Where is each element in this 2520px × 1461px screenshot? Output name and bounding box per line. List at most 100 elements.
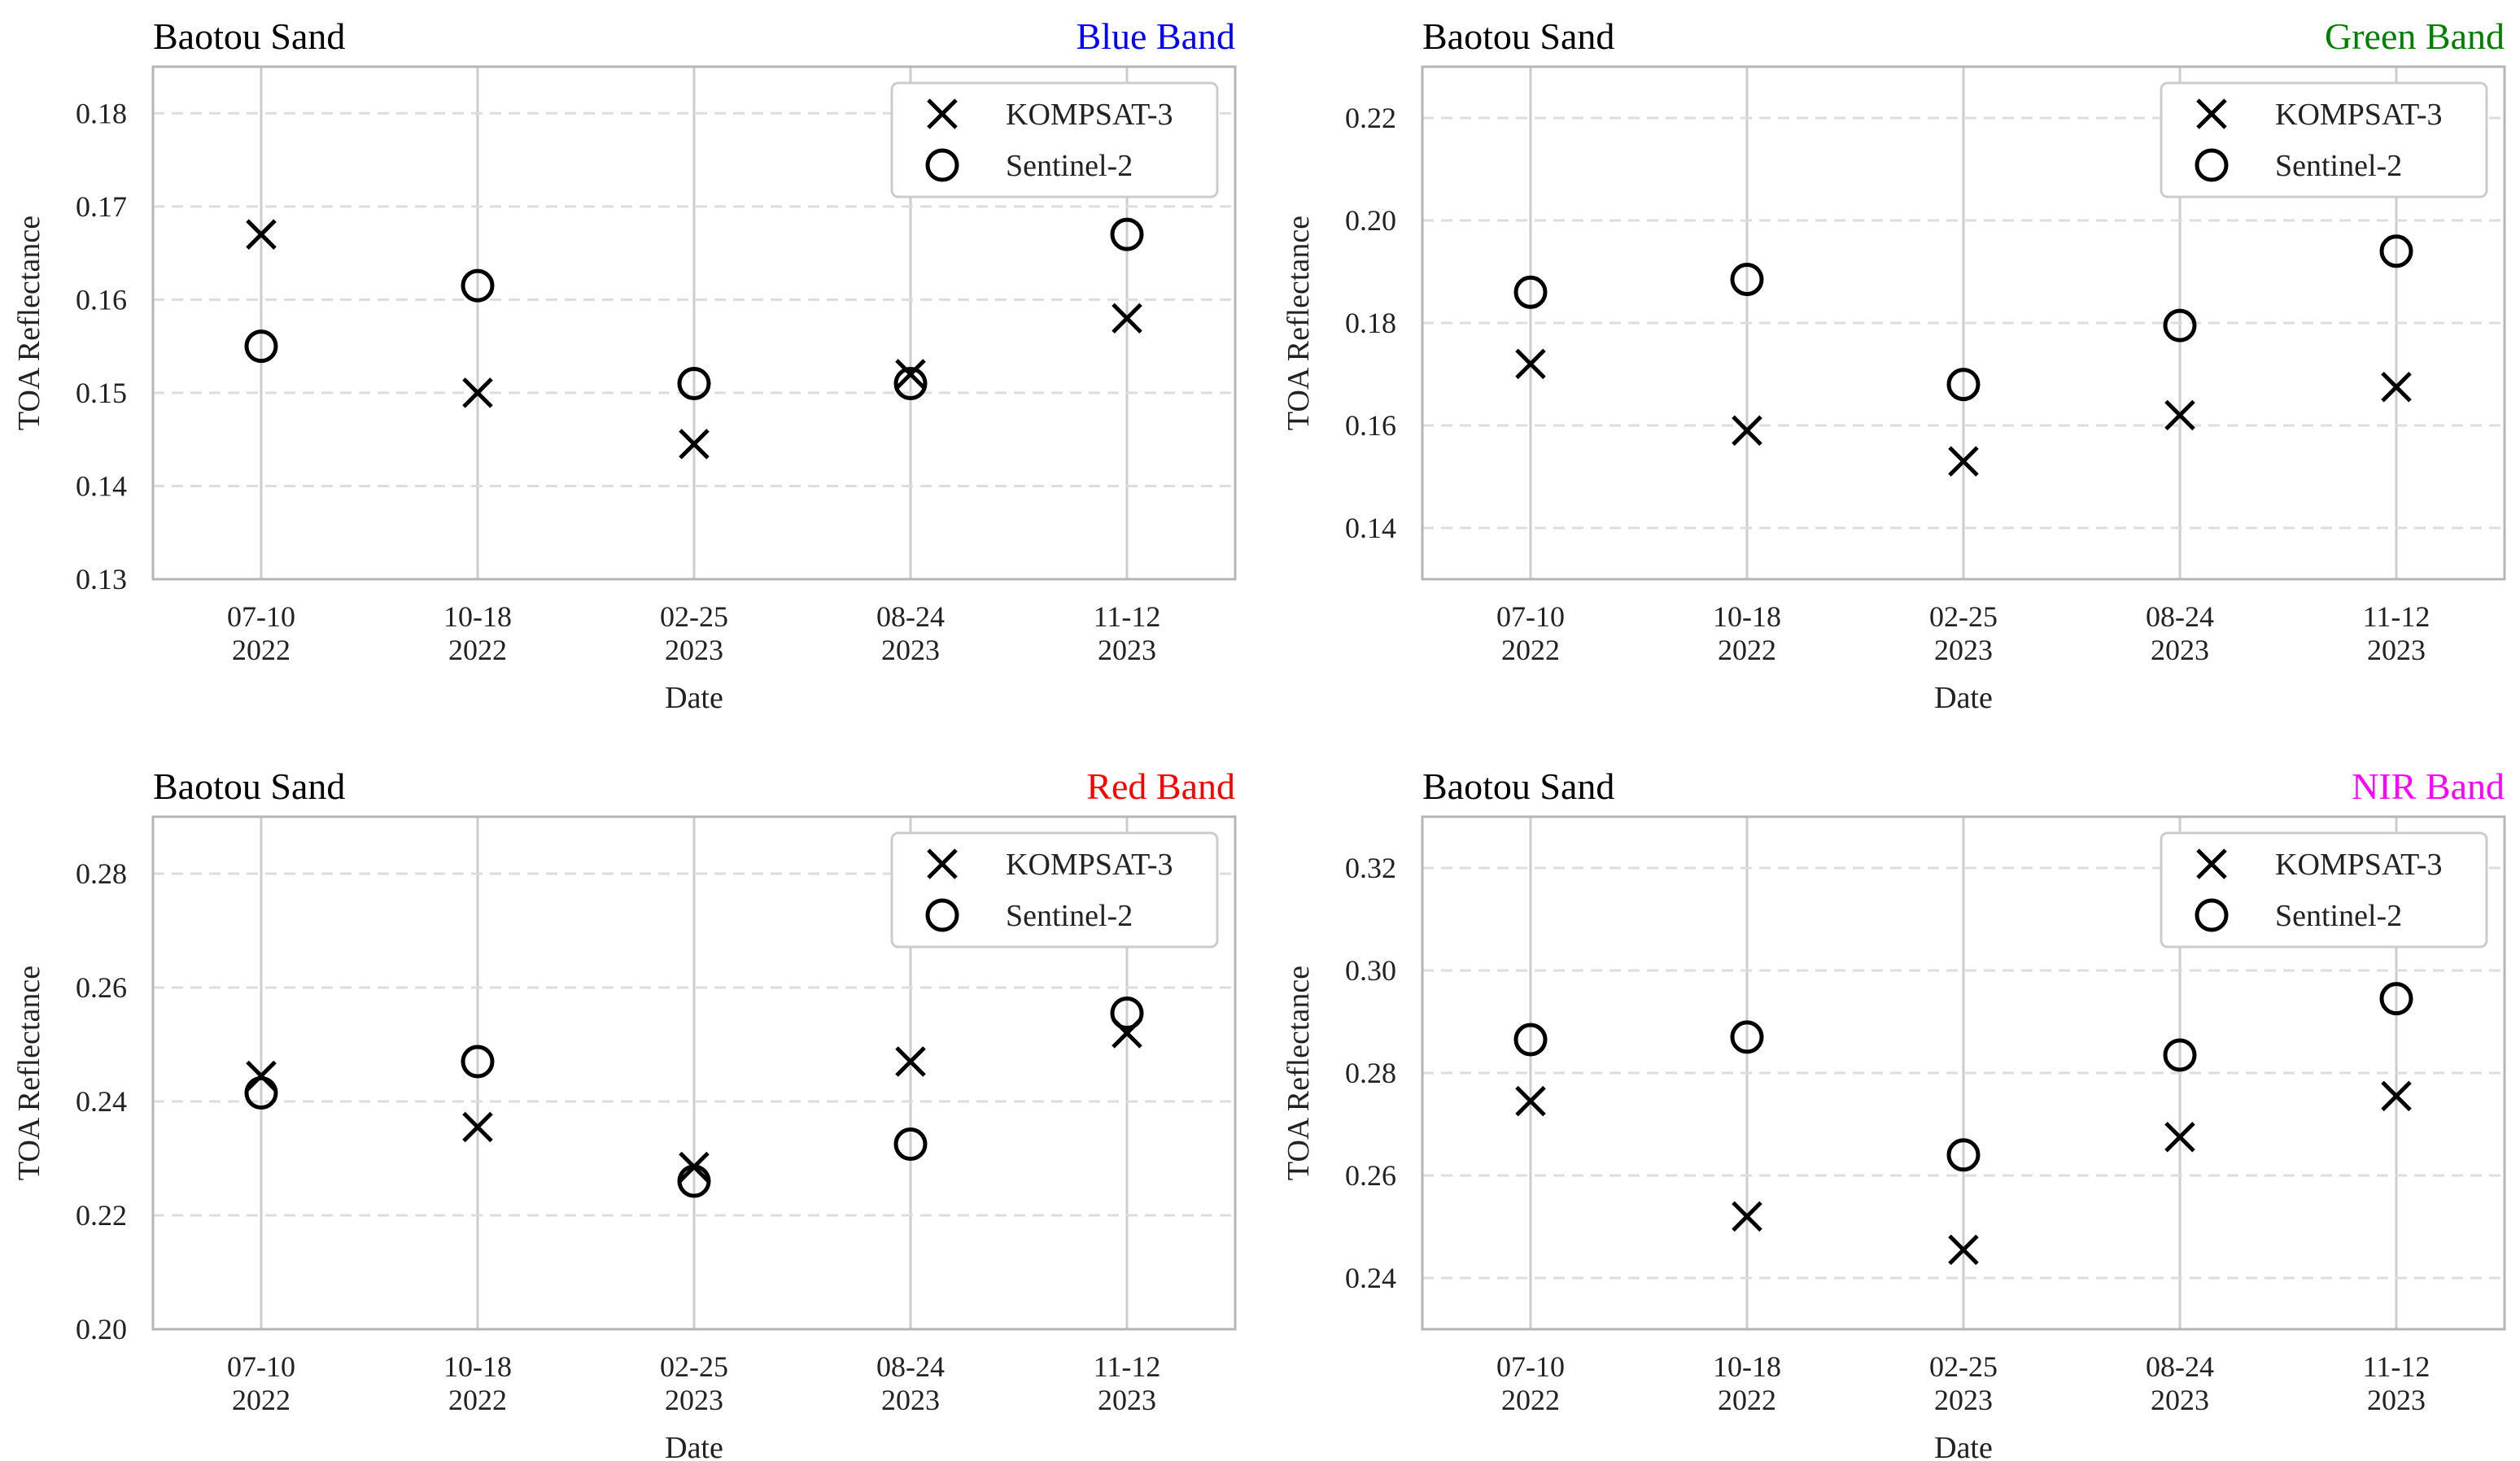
x-tick-year: 2023 <box>2367 1384 2426 1416</box>
x-tick-year: 2022 <box>1718 1384 1776 1416</box>
x-axis-label: Date <box>1934 1431 1993 1461</box>
x-tick-label: 10-18 2022 <box>443 1350 512 1416</box>
x-tick-label: 02-25 2023 <box>660 1350 728 1416</box>
chart-band-title: NIR Band <box>2352 765 2505 807</box>
x-axis-label: Date <box>665 1431 723 1461</box>
x-tick-label: 02-25 2023 <box>1929 1350 1998 1416</box>
y-tick-label: 0.28 <box>1345 1057 1396 1089</box>
x-tick-date: 11-12 <box>1094 600 1161 633</box>
x-tick-year: 2022 <box>1501 634 1560 666</box>
x-tick-label: 11-12 2023 <box>1094 1350 1161 1416</box>
y-axis-label: TOA Reflectance <box>1282 966 1316 1180</box>
y-axis-label: TOA Reflectance <box>12 216 46 430</box>
data-point-kompsat3 <box>1948 446 1979 477</box>
data-point-sentinel2 <box>461 1045 495 1079</box>
x-tick-label: 07-10 2022 <box>227 600 295 666</box>
y-tick-label: 0.14 <box>76 469 127 502</box>
data-point-sentinel2 <box>461 268 495 303</box>
legend-label: Sentinel-2 <box>1006 149 1133 183</box>
data-point-kompsat3 <box>1732 415 1762 447</box>
legend-x-marker-icon <box>2196 848 2227 879</box>
chart-band-title: Blue Band <box>1077 15 1235 57</box>
x-tick-year: 2022 <box>232 1384 290 1416</box>
y-tick-label: 0.20 <box>1345 204 1396 237</box>
data-point-sentinel2 <box>1110 217 1144 251</box>
x-tick-year: 2023 <box>2367 634 2426 666</box>
x-tick-date: 08-24 <box>2146 600 2214 633</box>
y-tick-label: 0.16 <box>76 283 127 316</box>
x-tick-date: 10-18 <box>1713 600 1781 633</box>
y-tick-label: 0.30 <box>1345 954 1396 987</box>
x-tick-date: 07-10 <box>1496 1350 1565 1383</box>
chart-panel-1: Baotou Sand Blue Band 0.13 0.14 0.15 0.16 0.17… <box>12 15 1237 715</box>
x-tick-year: 2023 <box>665 1384 723 1416</box>
x-tick-label: 07-10 2022 <box>227 1350 295 1416</box>
chart-site-title: Baotou Sand <box>153 765 345 807</box>
x-tick-date: 11-12 <box>2363 600 2430 633</box>
y-tick-label: 0.15 <box>76 377 127 409</box>
data-point-kompsat3 <box>2164 1121 2195 1153</box>
x-tick-year: 2022 <box>448 1384 507 1416</box>
x-tick-year: 2023 <box>1934 634 1993 666</box>
chart-panel-2: Baotou Sand Green Band 0.14 0.16 0.18 0.20 0.2… <box>1282 15 2506 715</box>
x-tick-label: 02-25 2023 <box>1929 600 1998 666</box>
plot-frame <box>151 815 1237 1331</box>
y-tick-label: 0.18 <box>76 97 127 129</box>
x-tick-date: 02-25 <box>1929 600 1998 633</box>
x-tick-date: 10-18 <box>443 1350 512 1383</box>
y-tick-label: 0.26 <box>1345 1159 1396 1192</box>
data-point-kompsat3 <box>1112 303 1142 334</box>
data-point-sentinel2 <box>893 366 928 400</box>
data-point-kompsat3 <box>462 1111 493 1143</box>
y-axis-label: TOA Reflectance <box>12 966 46 1180</box>
y-axis-label: TOA Reflectance <box>1282 216 1316 430</box>
x-tick-year: 2023 <box>881 1384 940 1416</box>
chart-site-title: Baotou Sand <box>1422 15 1614 57</box>
chart-panel-3: Baotou Sand Red Band 0.20 0.22 0.24 0.26 0.28 0… <box>12 765 1237 1461</box>
x-tick-date: 10-18 <box>443 600 512 633</box>
data-point-kompsat3 <box>1515 1085 1546 1117</box>
plot-frame <box>151 65 1237 581</box>
x-tick-date: 11-12 <box>2363 1350 2430 1383</box>
x-tick-date: 11-12 <box>1094 1350 1161 1383</box>
x-tick-date: 07-10 <box>227 1350 295 1383</box>
legend: KOMPSAT-3 Sentinel-2 <box>2160 81 2488 198</box>
legend-box <box>890 81 1219 198</box>
legend-label: KOMPSAT-3 <box>1006 848 1173 882</box>
data-point-kompsat3 <box>462 377 493 408</box>
x-tick-year: 2023 <box>2151 1384 2209 1416</box>
legend-circle-marker-icon <box>925 148 959 182</box>
chart-band-title: Red Band <box>1086 765 1235 807</box>
x-tick-label: 10-18 2022 <box>1713 1350 1781 1416</box>
legend-x-marker-icon <box>2196 98 2227 129</box>
x-tick-label: 11-12 2023 <box>1094 600 1161 666</box>
data-point-kompsat3 <box>2164 399 2195 431</box>
x-tick-label: 10-18 2022 <box>1713 600 1781 666</box>
data-point-sentinel2 <box>893 1127 928 1161</box>
x-tick-year: 2023 <box>1934 1384 1993 1416</box>
data-point-kompsat3 <box>895 359 926 390</box>
y-tick-label: 0.14 <box>1345 512 1396 544</box>
x-tick-date: 08-24 <box>876 600 945 633</box>
chart-panel-4: Baotou Sand NIR Band 0.24 0.26 0.28 0.30 0.32 0… <box>1282 765 2506 1461</box>
x-tick-year: 2023 <box>1098 634 1156 666</box>
y-tick-label: 0.16 <box>1345 409 1396 442</box>
x-tick-label: 02-25 2023 <box>660 600 728 666</box>
x-tick-year: 2022 <box>1501 1384 1560 1416</box>
plot-frame <box>1421 815 2506 1331</box>
x-axis-label: Date <box>665 681 723 715</box>
legend-label: Sentinel-2 <box>1006 899 1133 933</box>
data-point-sentinel2 <box>244 329 278 364</box>
chart-site-title: Baotou Sand <box>153 15 345 57</box>
legend-label: KOMPSAT-3 <box>1006 98 1173 132</box>
legend-circle-marker-icon <box>925 898 959 932</box>
x-tick-date: 02-25 <box>660 600 728 633</box>
x-tick-label: 07-10 2022 <box>1496 600 1565 666</box>
data-point-kompsat3 <box>2381 371 2412 403</box>
data-point-sentinel2 <box>244 1076 278 1110</box>
x-tick-label: 10-18 2022 <box>443 600 512 666</box>
x-tick-date: 10-18 <box>1713 1350 1781 1383</box>
chart-site-title: Baotou Sand <box>1422 765 1614 807</box>
x-tick-year: 2023 <box>881 634 940 666</box>
